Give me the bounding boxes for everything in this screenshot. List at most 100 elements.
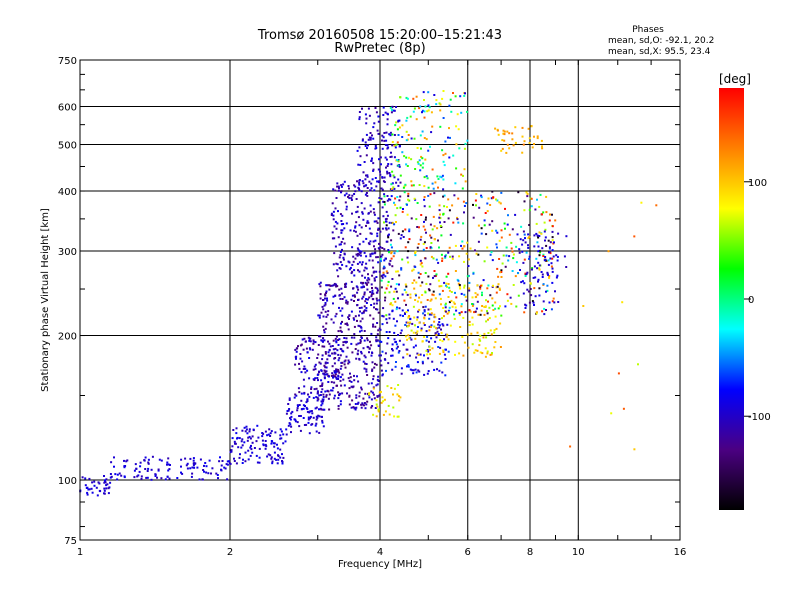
data-point — [354, 403, 357, 405]
data-point — [515, 245, 518, 248]
data-point — [205, 471, 208, 474]
data-point — [327, 340, 329, 343]
data-point — [333, 397, 336, 400]
data-point — [466, 333, 469, 336]
data-point — [365, 192, 368, 194]
data-point — [471, 296, 474, 299]
data-point — [551, 236, 554, 239]
data-point — [351, 263, 354, 266]
data-point — [241, 444, 244, 447]
data-point — [432, 290, 435, 293]
data-point — [262, 443, 265, 446]
data-point — [273, 451, 276, 454]
data-point — [355, 357, 358, 360]
data-point — [419, 169, 422, 172]
data-point — [549, 252, 552, 255]
data-point — [398, 126, 401, 129]
data-point — [370, 382, 373, 385]
data-point — [373, 220, 376, 223]
data-point — [248, 428, 251, 431]
data-point — [366, 400, 369, 403]
data-point — [528, 208, 531, 211]
data-point — [374, 239, 377, 242]
data-point — [332, 375, 335, 378]
data-point — [301, 338, 304, 341]
data-point — [402, 343, 405, 346]
data-point — [423, 220, 425, 223]
data-point — [304, 367, 307, 370]
data-point — [381, 139, 383, 142]
data-point — [388, 317, 391, 320]
data-point — [460, 244, 462, 247]
data-point — [383, 181, 386, 183]
data-point — [429, 246, 432, 249]
data-point — [423, 196, 426, 198]
data-point — [350, 280, 353, 283]
data-point — [429, 193, 432, 196]
data-point — [240, 446, 243, 449]
data-point — [385, 287, 388, 290]
data-point — [361, 180, 364, 183]
data-point — [383, 266, 386, 269]
data-point — [375, 339, 378, 342]
data-point — [394, 287, 397, 290]
data-point — [396, 270, 399, 273]
data-point — [384, 144, 387, 146]
data-point — [422, 322, 425, 325]
data-point — [537, 261, 540, 264]
data-point — [315, 406, 318, 409]
data-point — [320, 408, 323, 411]
data-point — [337, 210, 339, 213]
data-point — [508, 147, 511, 150]
data-point — [371, 287, 373, 289]
data-point — [332, 374, 335, 377]
data-point — [463, 293, 466, 296]
data-point — [312, 340, 315, 343]
data-point — [322, 425, 325, 428]
data-point — [370, 332, 373, 335]
data-point — [350, 310, 353, 313]
data-point — [356, 234, 359, 237]
data-point — [481, 294, 483, 297]
data-point — [362, 281, 364, 284]
data-point — [318, 394, 321, 397]
data-point — [285, 428, 288, 431]
data-point — [423, 137, 426, 139]
data-point — [443, 315, 445, 318]
data-point — [429, 353, 431, 356]
data-point — [366, 174, 369, 177]
data-point — [333, 371, 336, 374]
data-point — [176, 477, 179, 479]
data-point — [423, 198, 426, 201]
data-point — [391, 106, 393, 109]
data-point — [496, 199, 499, 202]
data-point — [396, 320, 398, 323]
data-point — [445, 275, 448, 278]
data-point — [407, 195, 410, 198]
data-point — [379, 359, 382, 362]
data-point — [399, 314, 402, 317]
data-point — [455, 143, 458, 146]
data-point — [311, 412, 314, 415]
data-point — [354, 225, 357, 228]
data-point — [391, 141, 394, 143]
data-point — [522, 239, 525, 242]
data-point — [437, 239, 439, 242]
data-point — [394, 197, 397, 200]
data-point — [322, 400, 325, 403]
data-point — [414, 168, 417, 170]
data-point — [391, 368, 394, 371]
data-point — [318, 283, 321, 286]
data-point — [344, 286, 347, 288]
data-point — [324, 293, 327, 296]
data-point — [446, 323, 449, 326]
data-point — [330, 318, 333, 321]
data-point — [310, 410, 313, 412]
data-point — [358, 189, 361, 192]
data-point — [371, 291, 374, 294]
data-point — [355, 211, 358, 214]
data-point — [489, 253, 492, 256]
data-point — [361, 138, 364, 141]
data-point — [365, 307, 368, 309]
